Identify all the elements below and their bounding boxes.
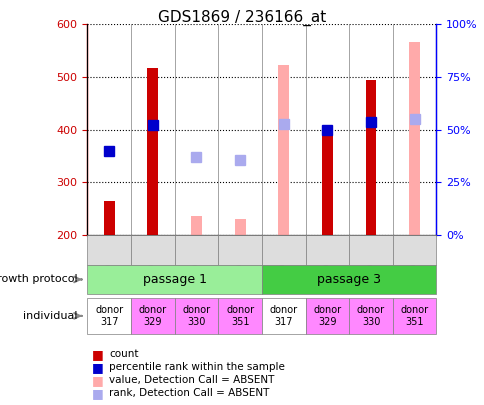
Bar <box>104 201 114 235</box>
Bar <box>191 216 201 235</box>
Text: passage 3: passage 3 <box>317 273 380 286</box>
Text: donor
329: donor 329 <box>138 305 166 327</box>
Text: donor
317: donor 317 <box>269 305 297 327</box>
Text: count: count <box>109 350 138 359</box>
Bar <box>365 79 376 235</box>
Text: ■: ■ <box>92 361 104 374</box>
Text: ■: ■ <box>92 374 104 387</box>
Text: donor
351: donor 351 <box>400 305 428 327</box>
Bar <box>234 219 245 235</box>
Text: donor
317: donor 317 <box>95 305 123 327</box>
Text: rank, Detection Call = ABSENT: rank, Detection Call = ABSENT <box>109 388 269 398</box>
Text: donor
330: donor 330 <box>182 305 210 327</box>
Text: GDS1869 / 236166_at: GDS1869 / 236166_at <box>158 10 326 26</box>
Text: donor
351: donor 351 <box>226 305 254 327</box>
Text: donor
330: donor 330 <box>356 305 384 327</box>
Text: value, Detection Call = ABSENT: value, Detection Call = ABSENT <box>109 375 274 385</box>
Bar <box>147 68 158 235</box>
Bar <box>278 65 288 235</box>
Text: ■: ■ <box>92 348 104 361</box>
Bar <box>321 130 332 235</box>
Text: ■: ■ <box>92 387 104 400</box>
Text: growth protocol: growth protocol <box>0 275 77 284</box>
Text: individual: individual <box>23 311 77 321</box>
Bar <box>408 42 419 235</box>
Text: passage 1: passage 1 <box>142 273 206 286</box>
Text: donor
329: donor 329 <box>313 305 341 327</box>
Text: percentile rank within the sample: percentile rank within the sample <box>109 362 285 372</box>
